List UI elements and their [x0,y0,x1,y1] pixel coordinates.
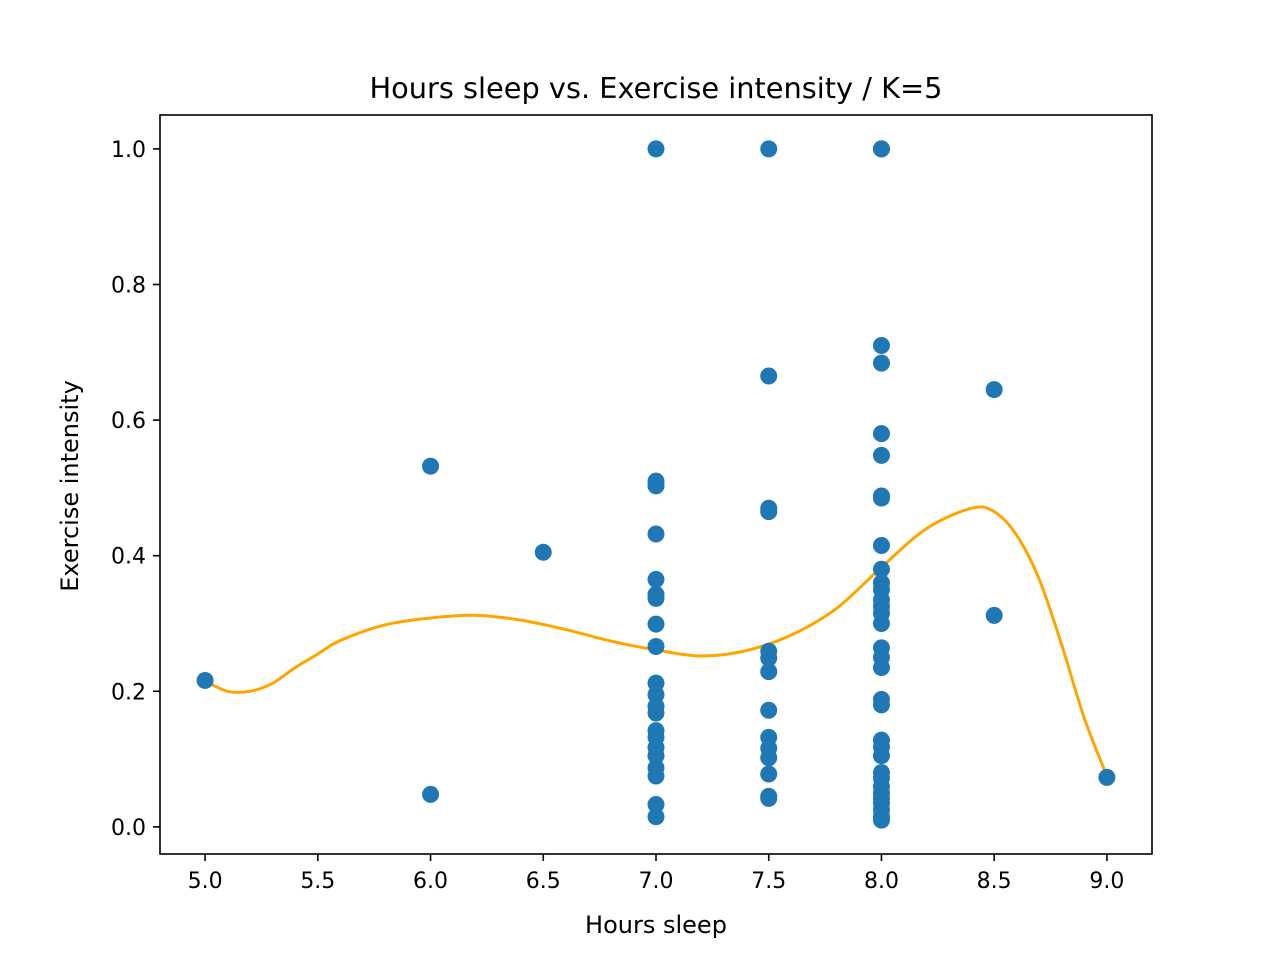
x-tick-label: 8.0 [864,869,899,894]
scatter-point [872,614,890,632]
scatter-point [872,337,890,355]
chart-title: Hours sleep vs. Exercise intensity / K=5 [370,71,943,105]
scatter-point [647,808,665,826]
scatter-point [872,425,890,443]
scatter-point [872,140,890,158]
scatter-point [872,354,890,372]
x-tick-label: 5.0 [188,869,223,894]
x-tick-label: 6.5 [526,869,561,894]
scatter-point [760,663,778,681]
x-tick-label: 5.5 [300,869,335,894]
scatter-point [422,457,440,475]
scatter-point [422,785,440,803]
scatter-point [760,649,778,667]
scatter-point [647,525,665,543]
x-tick-label: 7.5 [751,869,786,894]
scatter-point [985,381,1003,399]
scatter-point [647,589,665,607]
scatter-point [872,560,890,578]
scatter-point [1098,768,1116,786]
scatter-point [760,367,778,385]
scatter-point [196,671,214,689]
y-tick-label: 0.6 [111,409,146,434]
scatter-point [760,765,778,783]
y-tick-label: 1.0 [111,138,146,163]
scatter-points-layer [196,140,1116,829]
scatter-point [647,767,665,785]
y-tick-label: 0.2 [111,680,146,705]
y-tick-label: 0.0 [111,816,146,841]
x-tick-label: 9.0 [1089,869,1124,894]
scatter-point [647,747,665,765]
scatter-point [534,543,552,561]
scatter-point [872,811,890,829]
scatter-point [760,701,778,719]
x-axis-ticks: 5.0 5.5 6.0 6.5 7.0 7.5 8.0 8.5 9.0 [188,854,1124,894]
x-tick-label: 7.0 [639,869,674,894]
scatter-point [872,489,890,507]
scatter-point [760,503,778,521]
scatter-point [760,789,778,807]
scatter-point [985,606,1003,624]
scatter-point [872,537,890,555]
scatter-point [647,638,665,656]
scatter-point [647,477,665,495]
scatter-point [760,140,778,158]
scatter-point [872,446,890,464]
y-axis-label: Exercise intensity [56,380,84,592]
y-tick-label: 0.4 [111,545,146,570]
scatter-point [647,796,665,814]
scatter-point [872,747,890,765]
x-axis-label: Hours sleep [585,911,727,939]
scatter-point [760,749,778,767]
y-tick-label: 0.8 [111,273,146,298]
scatter-point [647,704,665,722]
scatter-point [872,696,890,714]
scatter-point [647,570,665,588]
scatter-point [647,140,665,158]
x-tick-label: 6.0 [413,869,448,894]
scatter-point [647,615,665,633]
y-axis-ticks: 0.0 0.2 0.4 0.6 0.8 1.0 [111,138,160,841]
x-tick-label: 8.5 [977,869,1012,894]
scatter-point [872,659,890,677]
